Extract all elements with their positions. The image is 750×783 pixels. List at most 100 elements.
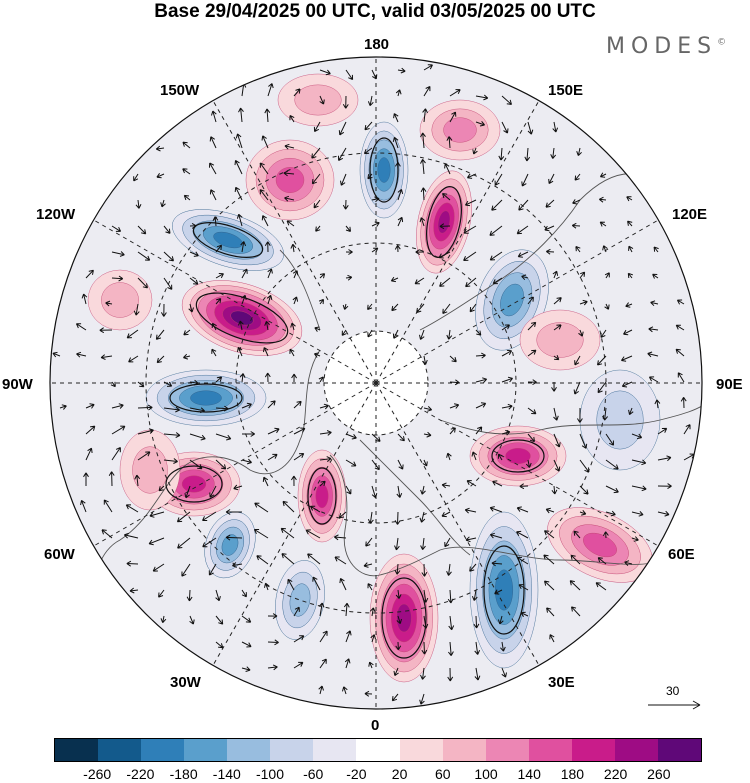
wind-arrow (137, 381, 145, 388)
wind-arrow (489, 251, 503, 261)
wind-arrow (85, 447, 93, 461)
colorbar-swatch (485, 739, 529, 761)
wind-arrow (111, 425, 126, 435)
wind-arrow (85, 425, 96, 435)
wind-arrow (338, 121, 347, 136)
colorbar-tick-label: 260 (647, 766, 671, 782)
wind-arrow (527, 296, 534, 305)
colorbar-swatch (399, 739, 443, 761)
wind-arrow (448, 641, 454, 657)
wind-arrow (111, 251, 125, 257)
wind-arrow (579, 459, 590, 473)
wind-arrow (371, 459, 380, 471)
wind-arrow (631, 433, 643, 440)
wind-arrow (605, 510, 616, 517)
lon-label-30e: 30E (548, 674, 575, 691)
wind-arrow (524, 147, 531, 162)
wind-arrow (209, 162, 217, 175)
wind-arrow (527, 379, 537, 386)
wind-arrow (155, 145, 165, 152)
wind-arrow (397, 216, 404, 227)
wind-arrow (319, 69, 331, 76)
wind-arrow (449, 89, 461, 97)
wind-arrow (371, 485, 378, 499)
wind-arrow (339, 577, 347, 591)
wind-arrow (163, 432, 181, 438)
wind-arrow (183, 329, 191, 336)
wind-arrow (313, 121, 321, 133)
wind-arrow (186, 589, 193, 602)
wind-arrow (517, 251, 529, 258)
wind-arrow (202, 511, 217, 521)
wind-arrow (446, 136, 453, 149)
wind-arrow (422, 459, 428, 467)
wind-arrow (647, 351, 659, 358)
wind-arrow (292, 296, 299, 305)
wind-arrow (266, 294, 273, 305)
wind-arrow (137, 451, 151, 461)
wind-arrow (267, 400, 276, 409)
wind-arrow (393, 113, 399, 123)
wind-arrow (59, 404, 67, 410)
wind-arrow (657, 483, 672, 490)
wind-arrow (396, 485, 403, 498)
wind-arrow (466, 173, 477, 179)
wind-arrow (342, 303, 349, 310)
wind-arrow (293, 400, 302, 409)
wind-arrow (163, 458, 178, 464)
wind-arrow (85, 403, 95, 409)
colorbar-swatch (356, 739, 400, 761)
wind-arrow (392, 136, 399, 149)
wind-arrow (605, 485, 619, 494)
wind-arrow (290, 322, 296, 331)
wind-arrow (215, 273, 224, 279)
wind-arrow (160, 615, 167, 624)
wind-arrow (241, 641, 252, 648)
wind-arrow (261, 135, 269, 149)
wind-arrow (345, 249, 353, 255)
wind-arrow (253, 529, 269, 539)
wind-arrow (311, 173, 321, 185)
wind-arrow (158, 589, 165, 598)
wind-arrow (473, 615, 480, 629)
wind-arrow (657, 427, 668, 435)
colorbar-tick-label: 60 (435, 766, 451, 782)
wind-arrow (319, 430, 332, 436)
wind-arrow (489, 506, 503, 513)
wind-arrow (363, 147, 373, 155)
colorbar-swatch (528, 739, 572, 761)
wind-arrow (370, 634, 376, 643)
wind-arrow (475, 426, 483, 435)
colorbar-swatch (442, 739, 486, 761)
wind-arrow (414, 277, 425, 285)
wind-arrow (677, 372, 685, 383)
wind-arrow (342, 686, 348, 695)
wind-arrow (319, 403, 329, 410)
wind-arrow (211, 348, 217, 357)
wind-arrow (650, 300, 659, 307)
lon-label-180: 180 (364, 36, 390, 53)
wind-arrow (419, 329, 425, 340)
wind-arrow (126, 560, 139, 567)
wind-arrow (527, 121, 534, 135)
wind-arrow (518, 199, 529, 211)
colorbar-ticks: -260 -220 -180 -140 -100 -60 -20 20 60 100 140 180 2… (0, 766, 750, 783)
wind-arrow (290, 475, 297, 487)
wind-arrow (525, 459, 532, 468)
lon-label-120e: 120E (672, 206, 708, 223)
wind-arrow (624, 560, 633, 566)
wind-arrow (189, 251, 199, 257)
wind-arrow (319, 630, 328, 643)
wind-arrow (544, 530, 555, 539)
wind-arrow (264, 582, 270, 591)
wind-arrow (184, 485, 191, 499)
positive-anomaly-contour (230, 310, 254, 326)
wind-arrow (391, 303, 399, 312)
wind-arrow (602, 407, 608, 421)
wind-arrow (318, 602, 325, 617)
wind-arrow (420, 158, 426, 175)
wind-arrow (423, 85, 431, 97)
wind-arrow (472, 147, 478, 155)
streamlines (165, 137, 545, 659)
wind-arrow (471, 589, 478, 601)
